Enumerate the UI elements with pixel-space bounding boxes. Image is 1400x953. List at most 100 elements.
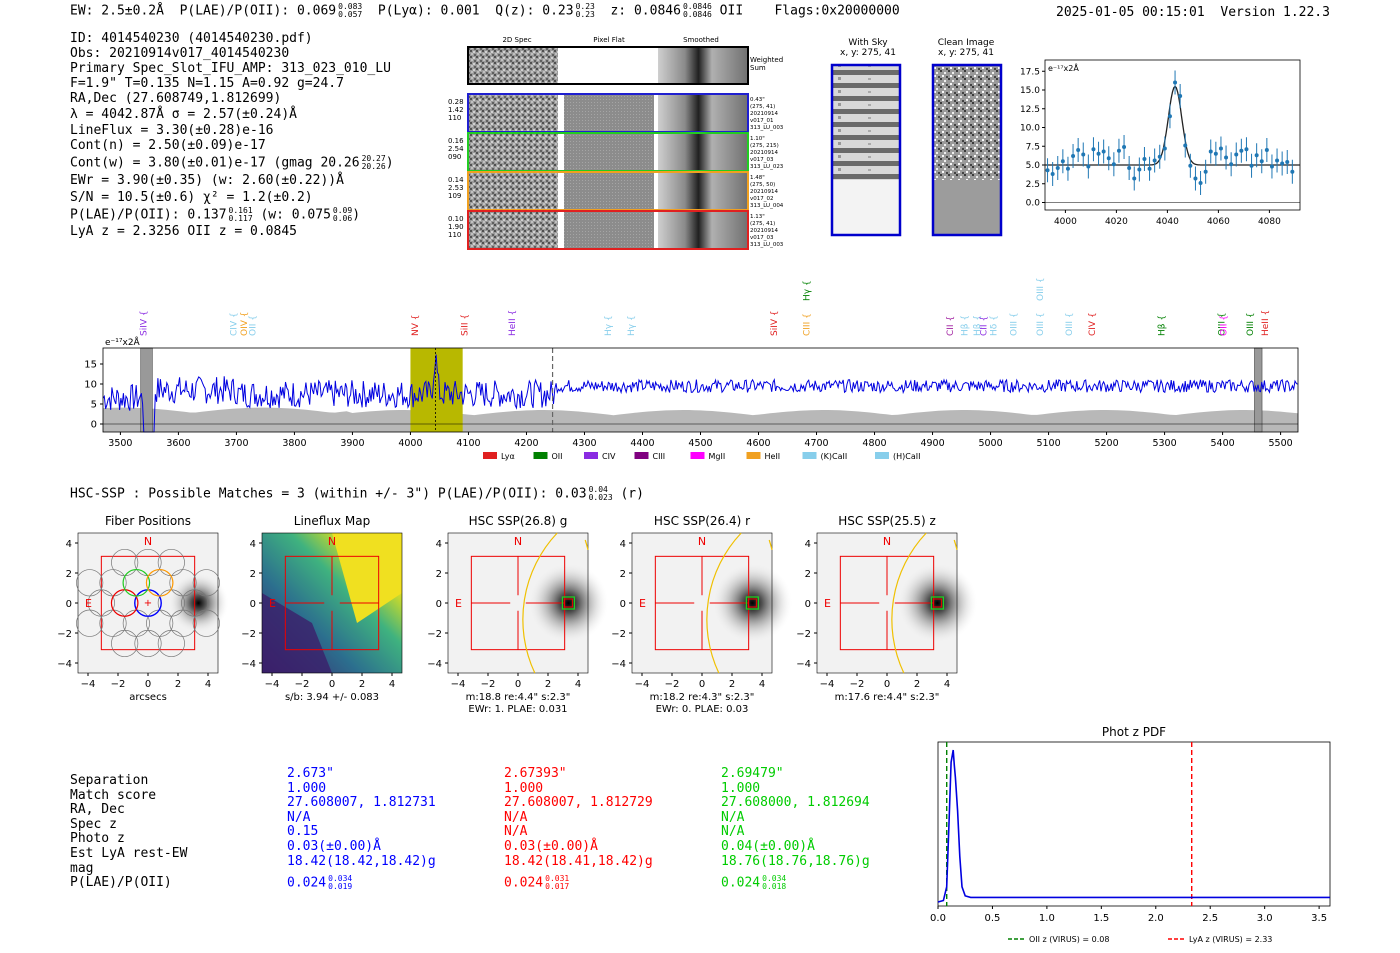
hsc-ytick-label: 4: [436, 539, 442, 550]
spectral-line-label: SiIV {: [140, 310, 150, 336]
zoom-xtick-label: 4040: [1156, 217, 1179, 227]
zoom-point: [1290, 169, 1295, 174]
match-value: N/A: [504, 824, 528, 840]
info-contw-end: ): [385, 155, 394, 171]
photz-xtick-label: 2.5: [1202, 913, 1218, 924]
timestamp: 2025-01-05 00:15:01: [1056, 5, 1205, 20]
spectral-line-label: NV {: [411, 315, 421, 336]
fiber-circle: [192, 609, 220, 637]
spec2d-row-right: (275, 50): [750, 182, 775, 188]
match-plae-frac: 0.034 0.018: [762, 875, 786, 891]
hsc-summary: HSC-SSP : Possible Matches = 3 (within +…: [70, 486, 644, 503]
spectral-line-label: Hγ {: [627, 315, 637, 336]
hsc-ytick-label: −2: [611, 629, 626, 640]
spectrum-legend-label: Lyα: [501, 452, 515, 461]
spec2d-flat: [564, 94, 654, 132]
spectrum-xtick-label: 4000: [398, 438, 422, 449]
hsc-xtick-label: −2: [295, 679, 310, 690]
hsc-ytick-label: −2: [241, 629, 256, 640]
zoom-point: [1203, 169, 1208, 174]
spectrum-legend-label: (K)CaII: [821, 452, 848, 461]
zoom-point: [1188, 163, 1193, 168]
spectrum-xtick-label: 4100: [456, 438, 480, 449]
aperture-arc-2: [584, 539, 589, 550]
info-plae: P(LAE)/P(OII): 0.137 0.161 0.117 (w: 0.075…: [70, 207, 360, 224]
spec2d-cutout: [468, 94, 558, 132]
zoom-point: [1106, 156, 1111, 161]
photz-legend-label: LyA z (VIRUS) = 2.33: [1189, 935, 1272, 944]
spec2d-row-right: v017_02: [750, 196, 774, 202]
spectrum-xtick-label: 4500: [688, 438, 712, 449]
hsc-ytick-label: 4: [66, 539, 72, 550]
hsc-xtick-label: −4: [81, 679, 96, 690]
fiber-center-mark: +: [144, 598, 152, 609]
compass-east: E: [269, 597, 276, 610]
photz-legend-label: OII z (VIRUS) = 0.08: [1029, 935, 1109, 944]
spec2d-smoothed: [658, 133, 748, 171]
hsc-xtick-label: 4: [759, 679, 765, 690]
spectrum-ytick-label: 10: [84, 380, 97, 391]
zoom-point: [1249, 163, 1254, 168]
info-contw: Cont(w) = 3.80(±0.01)e-17 (gmag 20.26 20.…: [70, 155, 394, 172]
clean-image-xy: x, y: 275, 41: [938, 48, 994, 58]
spectral-line-label: OII {: [1220, 315, 1230, 336]
hsc-summary-hi: 0.04: [588, 485, 608, 494]
compass-east: E: [85, 597, 92, 610]
spectral-line-label: OIII {: [1217, 312, 1227, 336]
hsc-ytick-label: −4: [241, 659, 256, 670]
hsc-ytick-label: 0: [620, 599, 626, 610]
header-plya: P(Lyα): 0.001: [377, 3, 480, 19]
fiber-circle: [76, 609, 104, 637]
spectral-line-label: CIV {: [229, 312, 239, 336]
match-plae-lo: 0.018: [762, 882, 787, 892]
lineflux-dark-region: [262, 593, 332, 673]
spec2d-flat: [564, 133, 654, 171]
zoom-point: [1096, 151, 1101, 156]
zoom-ytick-label: 0.0: [1026, 199, 1041, 209]
match-label: Spec z: [70, 816, 117, 832]
spec2d-flat: [564, 172, 654, 210]
spectral-line-label: OIII {: [1036, 277, 1046, 301]
hsc-summary-end: (r): [620, 486, 644, 502]
spectrum-xtick-label: 5100: [1036, 438, 1060, 449]
match-value: 0.04(±0.00)Å: [721, 839, 815, 854]
zoom-point: [1224, 155, 1229, 160]
compass-north: N: [144, 535, 152, 548]
spec2d-row-left: 110: [448, 114, 461, 122]
zoom-point: [1101, 149, 1106, 154]
spectrum-xtick-label: 5500: [1269, 438, 1293, 449]
zoom-point: [1280, 161, 1285, 166]
zoom-point: [1264, 148, 1269, 152]
zoom-point: [1167, 114, 1172, 119]
match-value: 27.608007, 1.812729: [504, 795, 653, 811]
zoom-point: [1193, 176, 1198, 181]
zoom-axes: [1044, 59, 1301, 211]
hsc-xtick-label: −2: [665, 679, 680, 690]
match-label: Est LyA rest-EW: [70, 846, 188, 861]
match-label: RA, Dec: [70, 802, 125, 818]
spectral-line-label: CII {: [979, 316, 989, 336]
spectrum-xtick-label: 4800: [862, 438, 886, 449]
info-contw-hi: 20.27: [361, 154, 386, 163]
zoom-point: [1213, 151, 1218, 156]
zoom-ytick-label: 5.0: [1026, 161, 1041, 171]
spec2d-row-left: 0.28: [448, 98, 464, 106]
spec2d-row-right: 0.43": [750, 97, 765, 103]
hsc-xtick-label: −4: [820, 679, 835, 690]
spectrum-legend-swatch: [634, 452, 649, 459]
info-plae-w-lo: 0.06: [332, 214, 353, 223]
match-value: 27.608000, 1.812694: [721, 795, 870, 811]
spectrum-xtick-label: 4400: [630, 438, 654, 449]
spectrum-xtick-label: 4200: [514, 438, 538, 449]
hsc-caption: m:18.8 re:4.4" s:2.3": [466, 692, 571, 703]
match-value: 0.024 0.034 0.019: [287, 874, 353, 892]
info-plae-text: P(LAE)/P(OII): 0.137: [70, 207, 227, 223]
spectrum-xtick-label: 4300: [572, 438, 596, 449]
full-spectrum-chart: 0 5 10 15 3500 3600 3700 3800 3900 4000 4100 4200 43…: [84, 277, 1299, 461]
compass-east: E: [824, 597, 831, 610]
spec2d-row-left: 1.90: [448, 223, 464, 231]
info-sn: S/N = 10.5(±0.6) χ² = 1.2(±0.2): [70, 190, 313, 205]
spec2d-row-right: v017_01: [750, 118, 774, 124]
spectrum-legend-swatch: [533, 452, 548, 459]
